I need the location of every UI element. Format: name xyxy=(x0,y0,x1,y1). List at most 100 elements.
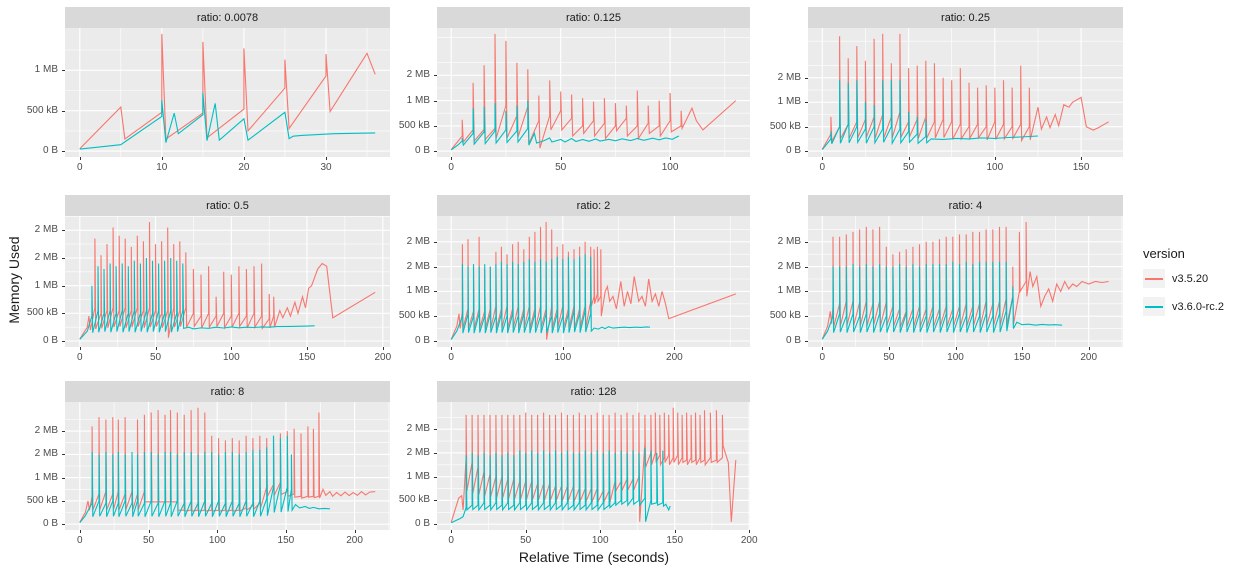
y-tick-label: 2 MB xyxy=(777,235,801,247)
y-tick-mark xyxy=(434,429,437,431)
facet-plot-svg xyxy=(437,402,750,530)
y-tick-mark xyxy=(805,151,808,153)
x-tick-mark xyxy=(243,157,245,160)
y-tick-label: 2 MB xyxy=(406,423,430,435)
y-tick-label: 0 B xyxy=(414,145,430,157)
facet-strip: ratio: 0.125 xyxy=(437,7,750,28)
x-tick-label: 50 xyxy=(883,352,895,363)
y-tick-label: 2 MB xyxy=(406,260,430,272)
x-tick-mark xyxy=(994,157,996,160)
legend-title: version xyxy=(1143,246,1185,261)
y-tick-mark xyxy=(62,431,65,433)
x-tick-label: 0 xyxy=(77,162,83,173)
y-tick-label: 2 MB xyxy=(777,71,801,83)
y-tick-mark xyxy=(62,524,65,526)
y-tick-mark xyxy=(434,266,437,268)
y-tick-mark xyxy=(805,126,808,128)
legend-key xyxy=(1143,297,1165,316)
x-tick-mark xyxy=(354,530,356,533)
facet-panel-0.25 xyxy=(808,28,1123,157)
x-tick-mark xyxy=(1022,347,1024,350)
x-tick-mark xyxy=(217,530,219,533)
teal-line-swatch-icon xyxy=(1145,305,1163,308)
x-tick-label: 50 xyxy=(149,352,162,363)
x-tick-mark xyxy=(451,530,453,533)
facet-strip: ratio: 2 xyxy=(437,195,750,216)
x-tick-label: 0 xyxy=(819,162,826,173)
y-tick-mark xyxy=(805,102,808,104)
series-line-v3.6.0-rc.2 xyxy=(79,92,376,150)
series-line-v3.6.0-rc.2 xyxy=(821,261,1063,340)
x-tick-label: 150 xyxy=(1072,162,1090,173)
x-tick-mark xyxy=(1088,347,1090,350)
x-tick-mark xyxy=(79,347,81,350)
x-tick-mark xyxy=(674,347,676,350)
facet-panel-8 xyxy=(65,402,390,530)
facet-plot-svg xyxy=(65,402,390,530)
y-tick-label: 1 MB xyxy=(777,285,801,297)
x-tick-label: 0 xyxy=(77,352,83,363)
y-tick-mark xyxy=(434,291,437,293)
x-tick-label: 150 xyxy=(298,352,316,363)
y-tick-label: 0 B xyxy=(414,518,430,530)
facet-plot-svg xyxy=(437,28,750,157)
y-tick-label: 2 MB xyxy=(406,69,430,81)
x-tick-mark xyxy=(525,530,527,533)
facet-strip: ratio: 4 xyxy=(808,195,1123,216)
facet-panel-0.0078 xyxy=(65,28,390,157)
x-tick-mark xyxy=(560,157,562,160)
y-tick-label: 0 B xyxy=(42,145,58,157)
y-tick-mark xyxy=(434,524,437,526)
y-tick-label: 500 kB xyxy=(398,310,430,322)
y-tick-mark xyxy=(805,241,808,243)
y-tick-label: 500 kB xyxy=(26,307,58,319)
y-tick-mark xyxy=(434,316,437,318)
x-tick-label: 100 xyxy=(986,162,1004,173)
x-tick-mark xyxy=(231,347,233,350)
x-tick-label: 50 xyxy=(555,162,567,173)
x-tick-label: 30 xyxy=(320,162,332,173)
series-line-v3.6.0-rc.2 xyxy=(450,448,671,524)
y-tick-label: 1 MB xyxy=(406,470,430,482)
legend-label: v3.5.20 xyxy=(1172,272,1209,285)
y-tick-label: 1 MB xyxy=(406,285,430,297)
x-tick-label: 200 xyxy=(666,352,683,363)
x-tick-mark xyxy=(285,530,287,533)
y-tick-label: 1 MB xyxy=(34,471,58,483)
y-tick-mark xyxy=(62,110,65,112)
x-tick-mark xyxy=(148,530,150,533)
y-tick-label: 1 MB xyxy=(777,96,801,108)
x-tick-mark xyxy=(79,157,81,160)
y-tick-label: 2 MB xyxy=(406,235,430,247)
y-tick-label: 2 MB xyxy=(34,448,58,460)
facet-panel-0.125 xyxy=(437,28,750,157)
legend-key xyxy=(1143,269,1165,288)
x-tick-label: 100 xyxy=(208,535,226,546)
y-tick-mark xyxy=(805,77,808,79)
facet-strip: ratio: 0.5 xyxy=(65,195,390,216)
y-tick-mark xyxy=(805,341,808,342)
y-tick-label: 1 MB xyxy=(34,64,58,76)
x-tick-mark xyxy=(79,530,81,533)
y-tick-label: 2 MB xyxy=(34,252,58,263)
x-tick-mark xyxy=(888,347,890,350)
x-tick-mark xyxy=(161,157,163,160)
x-tick-label: 20 xyxy=(238,162,250,173)
x-tick-label: 0 xyxy=(448,535,454,546)
legend: version v3.5.20 v3.6.0-rc.2 xyxy=(1143,246,1224,325)
x-tick-mark xyxy=(1081,157,1083,160)
facet-plot-svg xyxy=(808,28,1123,157)
x-tick-mark xyxy=(822,347,824,350)
series-line-v3.5.20 xyxy=(79,33,376,150)
y-tick-mark xyxy=(805,316,808,318)
x-tick-mark xyxy=(908,157,910,160)
y-tick-mark xyxy=(434,151,437,153)
y-tick-mark xyxy=(805,291,808,293)
x-tick-label: 100 xyxy=(661,162,679,173)
x-tick-label: 200 xyxy=(346,535,363,546)
x-tick-mark xyxy=(670,157,672,160)
x-tick-label: 50 xyxy=(520,535,532,546)
facet-plot-svg xyxy=(437,216,750,347)
y-tick-mark xyxy=(434,100,437,102)
